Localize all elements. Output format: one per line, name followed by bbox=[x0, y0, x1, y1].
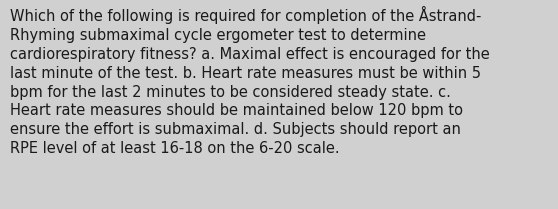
Text: Which of the following is required for completion of the Åstrand-
Rhyming submax: Which of the following is required for c… bbox=[10, 6, 490, 156]
